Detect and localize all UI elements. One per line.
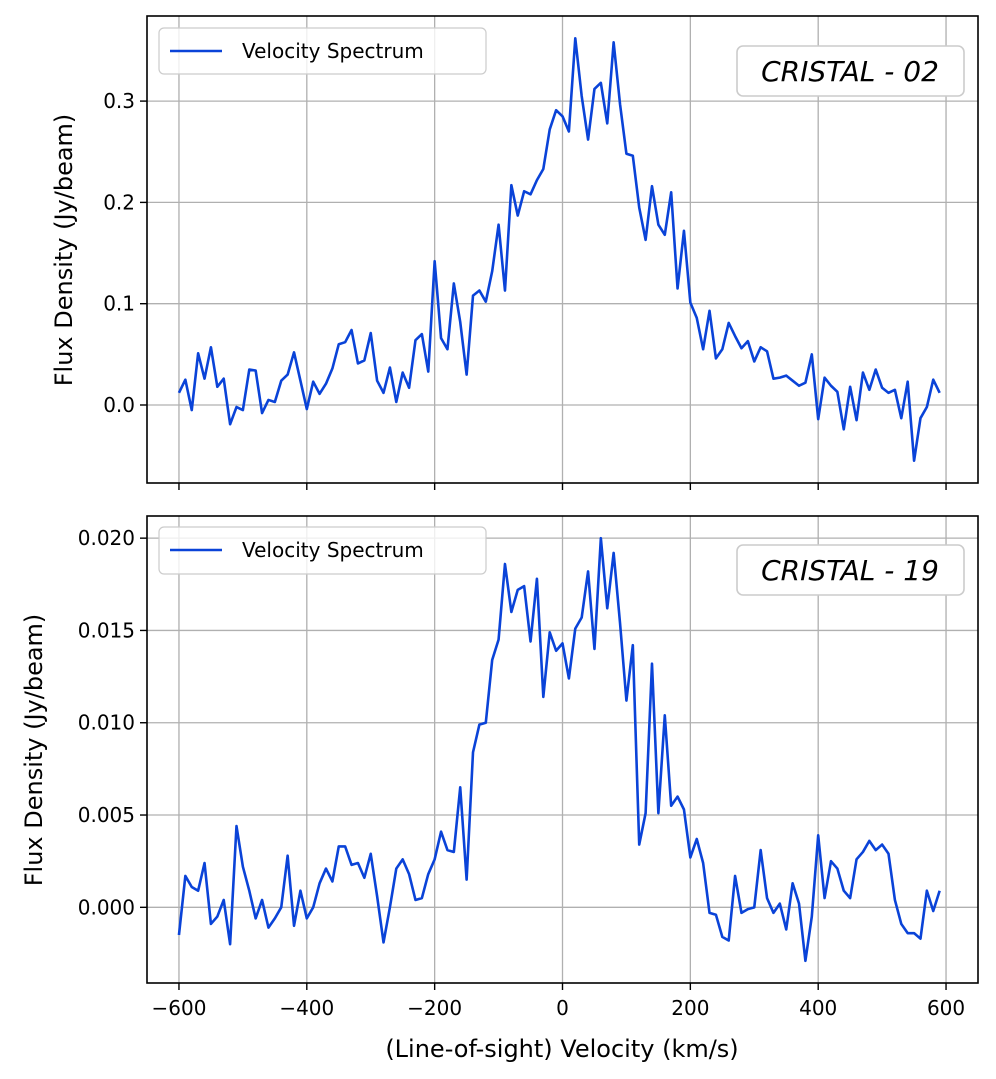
y-tick-label: 0.1	[103, 292, 135, 316]
velocity-spectrum-line	[177, 536, 941, 963]
y-tick-label: 0.015	[78, 618, 135, 642]
legend: Velocity Spectrum	[158, 526, 487, 575]
y-tick-label: 0.2	[103, 190, 135, 214]
annotation-box: CRISTAL - 19	[736, 544, 965, 596]
x-tick-label: 600	[927, 996, 965, 1020]
x-tick-label: −200	[407, 996, 462, 1020]
x-tick-label: 400	[799, 996, 837, 1020]
y-tick-label: 0.000	[78, 895, 135, 919]
annotation-label: CRISTAL - 02	[761, 55, 939, 88]
y-axis-label: Flux Density (Jy/beam)	[20, 614, 48, 887]
x-tick-label: −600	[151, 996, 206, 1020]
y-axis-label: Flux Density (Jy/beam)	[50, 114, 78, 387]
x-tick-label: 0	[556, 996, 569, 1020]
legend-box	[158, 27, 487, 75]
legend-label: Velocity Spectrum	[242, 538, 424, 562]
y-tick-label: 0.3	[103, 89, 135, 113]
x-tick-label: 200	[671, 996, 709, 1020]
annotation-label: CRISTAL - 19	[761, 554, 939, 587]
legend: Velocity Spectrum	[158, 27, 487, 75]
y-tick-label: 0.0	[103, 393, 135, 417]
legend-label: Velocity Spectrum	[242, 39, 424, 63]
axis-ticks: −600 −400 −200 0 200 400 600 0.000 0.005 0.010 0.0…	[78, 526, 965, 1020]
axis-ticks: 0.0 0.1 0.2 0.3	[103, 89, 947, 490]
annotation-box: CRISTAL - 02	[736, 45, 965, 97]
y-tick-label: 0.010	[78, 711, 135, 735]
x-tick-label: −400	[279, 996, 334, 1020]
legend-box	[158, 526, 487, 575]
x-axis-label: (Line-of-sight) Velocity (km/s)	[385, 1035, 738, 1063]
panel-cristal-02: 0.0 0.1 0.2 0.3 Velocity Spectrum CRISTAL -…	[50, 15, 979, 490]
velocity-spectrum-line	[177, 36, 941, 463]
y-tick-label: 0.005	[78, 803, 135, 827]
grid-lines	[147, 516, 978, 983]
y-tick-label: 0.020	[78, 526, 135, 550]
panel-cristal-19: −600 −400 −200 0 200 400 600 0.000 0.005 0.010 0.0…	[20, 515, 979, 1020]
